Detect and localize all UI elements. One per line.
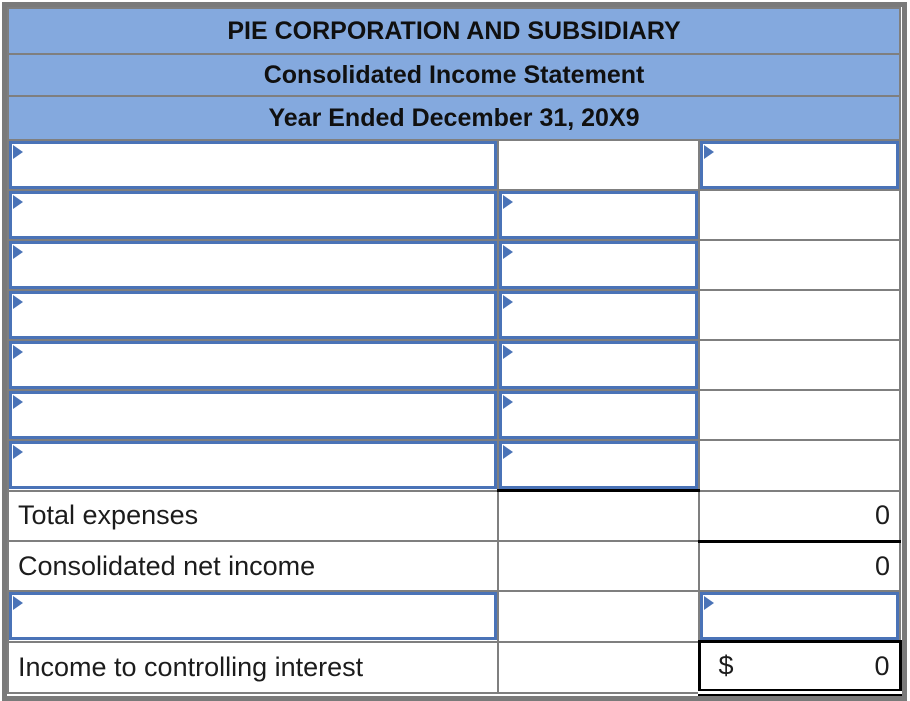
input-row-8 xyxy=(7,590,902,643)
dropdown-flag-icon xyxy=(503,395,513,409)
amount-input[interactable] xyxy=(701,142,899,188)
empty-cell xyxy=(697,389,902,441)
consolidated-net-income-value: 0 xyxy=(697,540,902,592)
input-row-2 xyxy=(7,189,902,241)
account-title-cell xyxy=(7,289,499,341)
dropdown-flag-icon xyxy=(13,195,23,209)
dropdown-flag-icon xyxy=(13,295,23,309)
account-title-input[interactable] xyxy=(10,142,496,188)
empty-cell xyxy=(497,489,700,542)
empty-cell xyxy=(697,339,902,391)
total-expenses-label: Total expenses xyxy=(7,489,499,542)
account-title-input[interactable] xyxy=(10,392,496,438)
account-title-input[interactable] xyxy=(10,441,496,489)
amount-cell xyxy=(497,239,700,291)
empty-cell xyxy=(697,239,902,291)
amount-cell xyxy=(697,590,902,643)
amount-cell xyxy=(697,139,902,191)
amount-input[interactable] xyxy=(701,592,899,639)
account-title-input[interactable] xyxy=(10,592,496,640)
amount-cell xyxy=(497,289,700,341)
dropdown-flag-icon xyxy=(13,395,23,409)
empty-cell xyxy=(497,640,700,694)
dropdown-flag-icon xyxy=(503,295,513,309)
input-row-4 xyxy=(7,289,902,341)
account-title-cell xyxy=(7,139,499,191)
amount-cell xyxy=(497,339,700,391)
amount-input[interactable] xyxy=(500,392,697,438)
input-row-6 xyxy=(7,389,902,441)
amount-input[interactable] xyxy=(500,242,697,288)
dollar-sign: $ xyxy=(718,650,734,681)
amount-cell xyxy=(497,389,700,441)
dropdown-flag-icon xyxy=(13,345,23,359)
dropdown-flag-icon xyxy=(503,195,513,209)
input-row-5 xyxy=(7,339,902,391)
account-title-cell xyxy=(7,339,499,391)
amount-cell xyxy=(497,439,700,492)
empty-cell xyxy=(497,139,700,191)
account-title-cell xyxy=(7,389,499,441)
dropdown-flag-icon xyxy=(13,596,23,611)
total-expenses-row: Total expenses 0 xyxy=(7,489,902,543)
company-name-heading: PIE CORPORATION AND SUBSIDIARY xyxy=(6,7,902,55)
dropdown-flag-icon xyxy=(13,145,23,159)
account-title-input[interactable] xyxy=(10,342,496,388)
empty-cell xyxy=(497,590,700,643)
account-title-input[interactable] xyxy=(10,192,496,238)
amount-input[interactable] xyxy=(500,441,697,488)
consolidated-net-income-row: Consolidated net income 0 xyxy=(7,540,902,592)
dropdown-flag-icon xyxy=(704,596,714,610)
empty-cell xyxy=(497,540,700,592)
account-title-cell xyxy=(7,439,499,492)
dropdown-flag-icon xyxy=(503,345,513,359)
account-title-cell xyxy=(7,590,499,643)
dropdown-flag-icon xyxy=(13,445,23,460)
statement-name-row: Consolidated Income Statement xyxy=(6,53,902,97)
amount-cell xyxy=(497,189,700,241)
dropdown-flag-icon xyxy=(503,245,513,259)
dropdown-flag-icon xyxy=(704,145,714,159)
income-to-controlling-interest-row: Income to controlling interest $ 0 xyxy=(7,640,902,696)
empty-cell xyxy=(697,439,902,492)
statement-title-row: PIE CORPORATION AND SUBSIDIARY xyxy=(6,7,902,55)
amount-input[interactable] xyxy=(500,192,697,238)
input-row-3 xyxy=(7,239,902,291)
account-title-cell xyxy=(7,189,499,241)
amount-input[interactable] xyxy=(500,342,697,388)
dropdown-flag-icon xyxy=(503,445,513,459)
statement-name-heading: Consolidated Income Statement xyxy=(6,53,902,97)
total-expenses-value: 0 xyxy=(697,489,902,543)
account-title-input[interactable] xyxy=(10,242,496,288)
income-to-controlling-interest-label: Income to controlling interest xyxy=(7,640,499,694)
income-to-controlling-interest-value: 0 xyxy=(874,650,890,681)
income-to-controlling-interest-value-cell: $ 0 xyxy=(697,640,902,696)
empty-cell xyxy=(697,289,902,341)
empty-cell xyxy=(697,189,902,241)
income-statement-table: PIE CORPORATION AND SUBSIDIARY Consolida… xyxy=(6,7,902,696)
statement-period-row: Year Ended December 31, 20X9 xyxy=(6,95,902,141)
dropdown-flag-icon xyxy=(13,245,23,259)
input-row-7 xyxy=(7,439,902,492)
account-title-cell xyxy=(7,239,499,291)
consolidated-net-income-label: Consolidated net income xyxy=(7,540,499,592)
account-title-input[interactable] xyxy=(10,292,496,338)
statement-period-heading: Year Ended December 31, 20X9 xyxy=(6,95,902,141)
amount-input[interactable] xyxy=(500,292,697,338)
input-row-1 xyxy=(7,139,902,191)
